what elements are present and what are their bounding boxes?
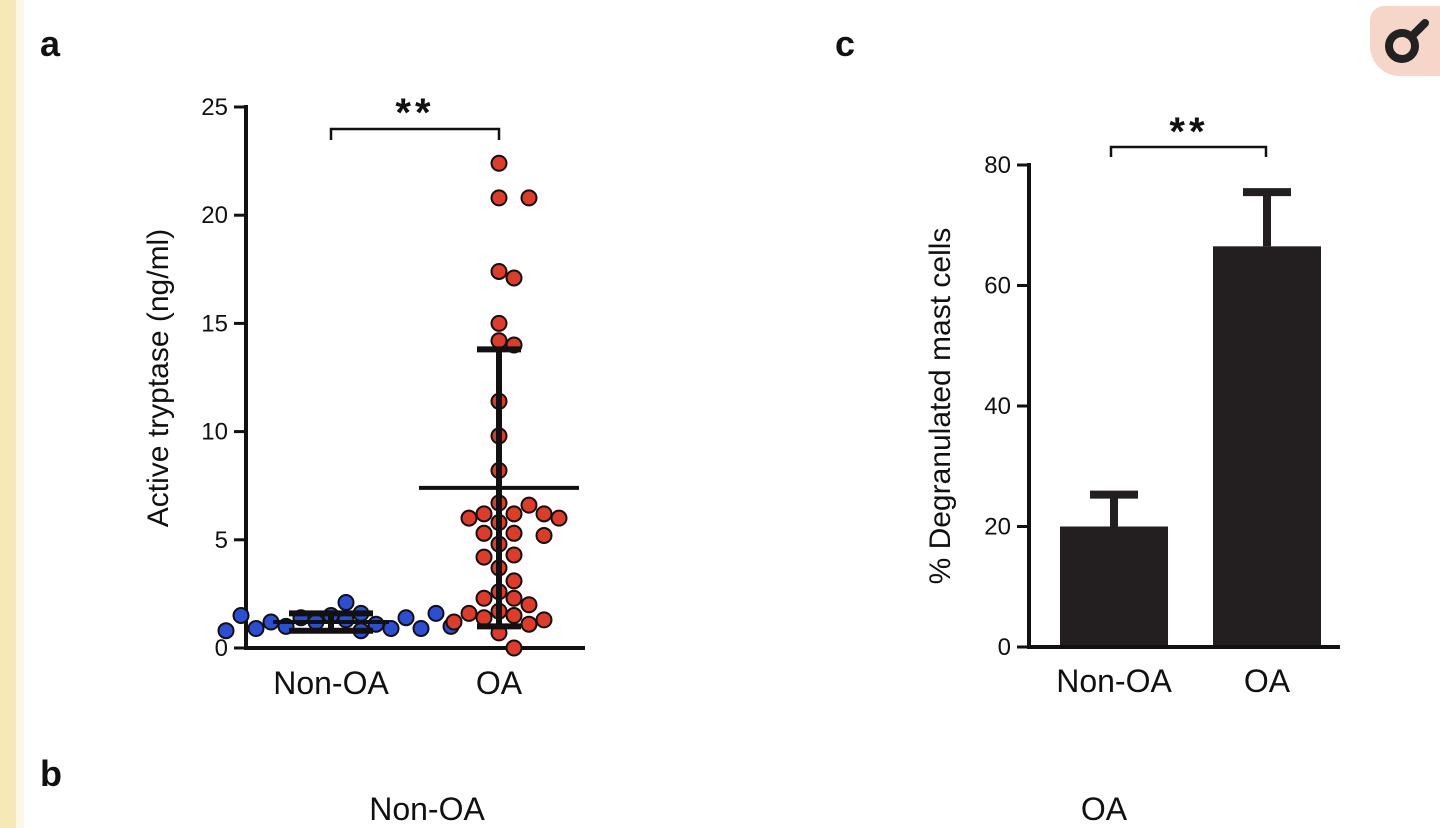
- chart-a-data-point: [490, 262, 508, 280]
- chart-c-bars: [1060, 246, 1321, 647]
- chart-a-axes: [244, 105, 585, 650]
- panel-label-a: a: [40, 23, 61, 64]
- chart-c-y-tick-label: 60: [984, 273, 1011, 300]
- chart-c-bar: 0 20 40 60 80 % Degranulated mast cells Non-…: [924, 110, 1340, 699]
- chart-a-data-point: [520, 189, 538, 207]
- chart-a-data-point: [505, 607, 523, 625]
- chart-a-data-point: [475, 609, 493, 627]
- chart-c-category-label: OA: [1244, 663, 1291, 699]
- chart-a-data-point: [490, 332, 508, 350]
- chart-c-category-label: Non-OA: [1056, 663, 1172, 699]
- chart-a-data-point: [505, 546, 523, 564]
- chart-a-data-point: [520, 615, 538, 633]
- chart-a-data-point: [490, 314, 508, 332]
- chart-a-data-point: [382, 620, 400, 638]
- panel-b-title-oa: OA: [1081, 791, 1128, 827]
- chart-a-data-point: [490, 189, 508, 207]
- chart-a-y-tick-label: 15: [201, 310, 228, 337]
- chart-a-data-point: [505, 572, 523, 590]
- chart-a-data-point: [520, 596, 538, 614]
- chart-c-significance: **: [1109, 110, 1268, 157]
- chart-a-data-point: [247, 620, 265, 638]
- chart-a-points: [217, 154, 568, 657]
- chart-a-category-label: Non-OA: [273, 665, 389, 701]
- chart-c-bar: [1060, 526, 1168, 647]
- chart-c-y-tick-label: 40: [984, 393, 1011, 420]
- chart-a-data-point: [232, 607, 250, 625]
- chart-a-data-point: [535, 611, 553, 629]
- chart-a-data-point: [475, 548, 493, 566]
- chart-a-scatter: 0 5 10 15 20 25 Active tryptase (ng/ml) Non-O…: [142, 91, 585, 701]
- chart-a-significance-stars: **: [395, 91, 434, 135]
- chart-a-category-label: OA: [476, 665, 523, 701]
- chart-a-data-point: [550, 509, 568, 527]
- chart-a-data-point: [475, 505, 493, 523]
- chart-a-data-point: [505, 505, 523, 523]
- chart-a-data-point: [412, 620, 430, 638]
- chart-a-data-point: [490, 154, 508, 172]
- chart-c-error-bars: [1090, 188, 1291, 527]
- chart-a-data-point: [505, 589, 523, 607]
- figure-panel: [24, 0, 1440, 828]
- chart-c-y-tick-label: 20: [984, 514, 1011, 541]
- chart-a-data-point: [535, 526, 553, 544]
- chart-a-y-tick-label: 0: [215, 635, 228, 662]
- chart-a-significance-bracket: [329, 127, 501, 140]
- chart-c-significance-bracket: [1109, 145, 1268, 157]
- chart-a-data-point: [427, 604, 445, 622]
- chart-a-y-tick-label: 25: [201, 94, 228, 121]
- chart-a-data-point: [505, 524, 523, 542]
- chart-a-data-point: [217, 622, 235, 640]
- panel-label-b: b: [40, 753, 62, 794]
- chart-c-y-tick-label: 0: [998, 634, 1011, 661]
- chart-a-y-tick-label: 20: [201, 202, 228, 229]
- chart-a-data-point: [520, 496, 538, 514]
- chart-a-y-tick-label: 5: [215, 527, 228, 554]
- magnifier-icon: [1385, 19, 1429, 63]
- chart-a-data-point: [460, 509, 478, 527]
- chart-a-data-point: [505, 269, 523, 287]
- left-margin-strip: [0, 0, 16, 828]
- chart-c-significance-stars: **: [1169, 110, 1208, 154]
- chart-a-data-point: [535, 505, 553, 523]
- chart-a-data-point: [475, 524, 493, 542]
- chart-a-data-point: [475, 589, 493, 607]
- chart-c-bar: [1213, 246, 1321, 647]
- chart-a-significance: **: [329, 91, 501, 140]
- chart-a-category-labels: Non-OA OA: [273, 665, 523, 701]
- chart-a-mean-sd: [273, 346, 579, 634]
- chart-c-y-tick-label: 80: [984, 152, 1011, 179]
- chart-a-data-point: [460, 604, 478, 622]
- chart-a-data-point: [397, 609, 415, 627]
- chart-a-data-point: [505, 639, 523, 657]
- chart-c-category-labels: Non-OA OA: [1056, 663, 1291, 699]
- chart-a-y-ticks: 0 5 10 15 20 25: [201, 94, 246, 662]
- chart-c-y-ticks: 0 20 40 60 80: [984, 152, 1029, 661]
- zoom-button[interactable]: [1370, 6, 1440, 76]
- chart-a-data-point: [337, 594, 355, 612]
- panel-b-title-non-oa: Non-OA: [369, 791, 485, 827]
- panel-label-c: c: [835, 23, 855, 64]
- chart-a-data-point: [445, 613, 463, 631]
- chart-a-y-tick-label: 10: [201, 419, 228, 446]
- chart-c-y-axis-label: % Degranulated mast cells: [924, 228, 957, 585]
- chart-a-y-axis-label: Active tryptase (ng/ml): [142, 229, 175, 527]
